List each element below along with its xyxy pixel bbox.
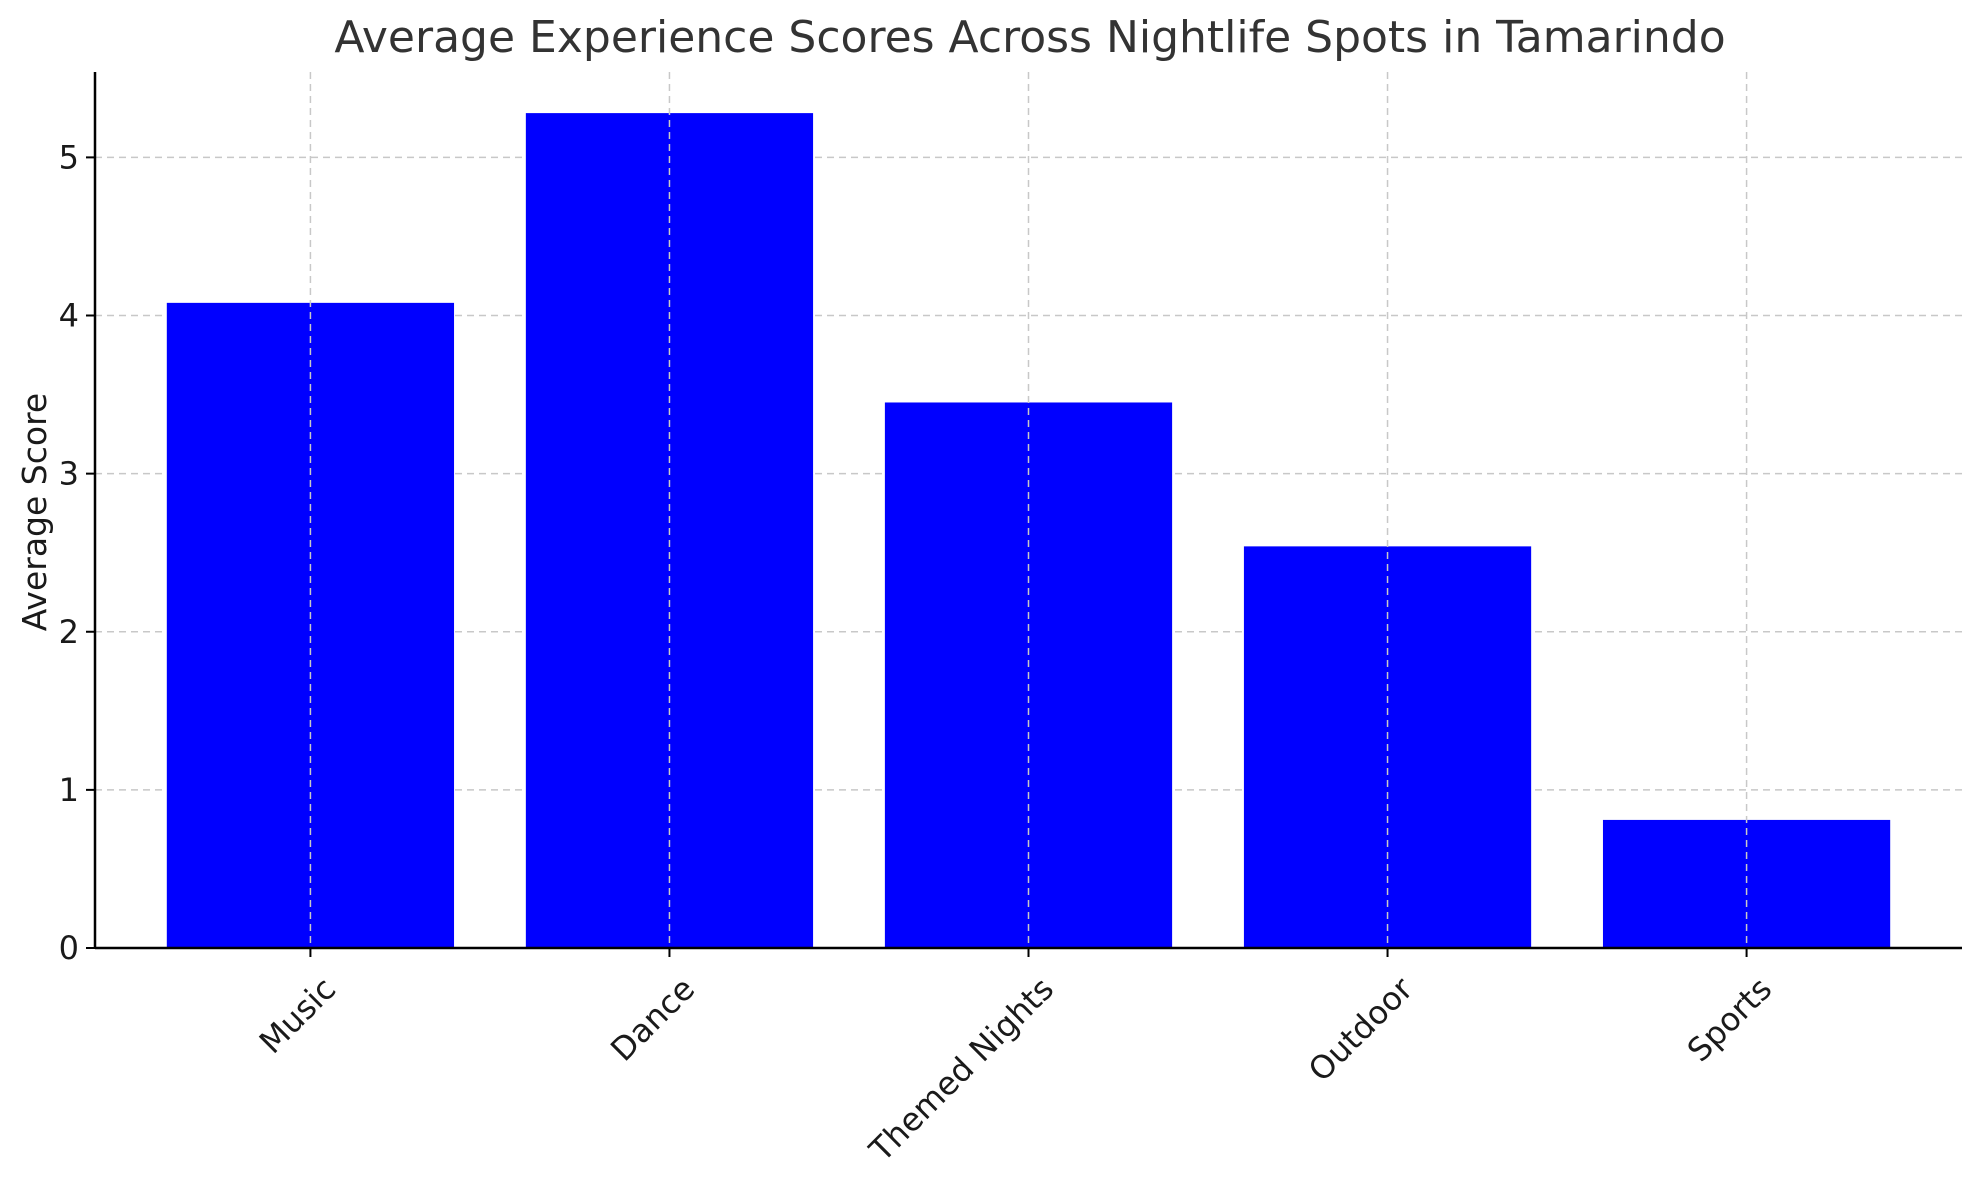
vertical-grid-layer <box>309 72 1748 948</box>
x-tick-label: Music <box>252 970 343 1061</box>
x-tick-label: Themed Nights <box>861 970 1061 1170</box>
y-tick-label: 2 <box>59 613 79 651</box>
chart-title: Average Experience Scores Across Nightli… <box>334 12 1725 63</box>
x-ticks-layer: Music Dance Themed Nights Outdoor Sports <box>252 948 1779 1170</box>
y-axis-label: Average Score <box>15 393 54 631</box>
y-tick-label: 3 <box>59 455 79 493</box>
y-tick-label: 0 <box>59 929 79 967</box>
x-tick-label: Sports <box>1680 970 1779 1069</box>
x-tick-label: Outdoor <box>1301 969 1421 1089</box>
y-tick-label: 1 <box>59 771 79 809</box>
y-tick-label: 4 <box>59 297 79 335</box>
y-ticks-layer: 0 1 2 3 4 5 <box>59 138 95 967</box>
y-tick-label: 5 <box>59 138 79 176</box>
x-tick-label: Dance <box>603 970 702 1069</box>
